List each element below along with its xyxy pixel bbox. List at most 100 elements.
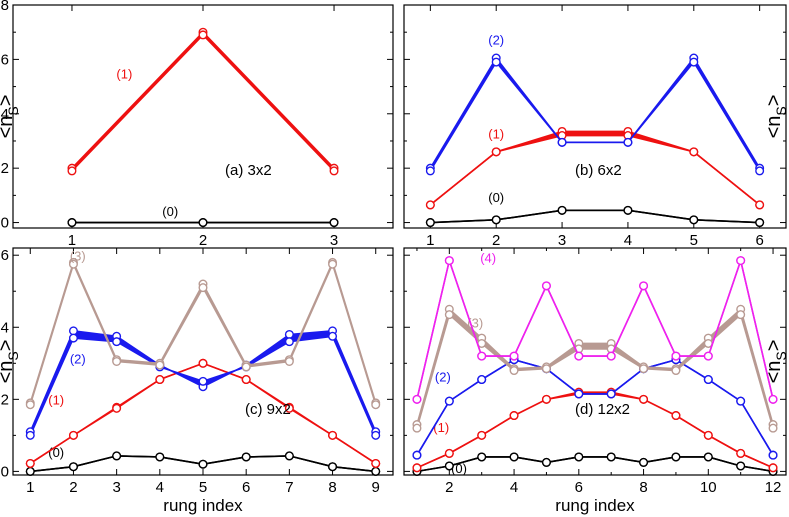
data-point-alt [509, 411, 519, 421]
data-point-alt [736, 396, 746, 406]
data-point-alt [736, 256, 746, 266]
data-point-alt [328, 259, 338, 269]
data-point-alt [241, 452, 251, 462]
data-point-alt [768, 463, 778, 473]
y-tick-label: 0.2 [0, 160, 9, 177]
data-point-alt [155, 452, 165, 462]
panel-c-9x2: 0 0.2 0.4 0.6 1 2 3 4 5 6 7 8 9 rung index <nS> (0) (1) (… [0, 247, 394, 515]
series-1: (1) [25, 358, 381, 468]
series-label: (3) [70, 249, 86, 264]
data-point-alt [736, 310, 746, 320]
data-point-alt [491, 57, 501, 67]
x-tick-label: 4 [624, 232, 632, 249]
data-point-alt [689, 215, 699, 225]
panel-b-6x2: 00.20.40.60.8123456<nS>(0)(1)(2)(b) 6x2 [403, 4, 789, 249]
x-tick-label: 3 [112, 479, 120, 496]
data-point-alt [477, 452, 487, 462]
series-4: (4) [412, 250, 778, 404]
series-0: (0) [425, 190, 765, 228]
series-label: (2) [488, 32, 504, 47]
x-tick-label: 6 [575, 479, 583, 496]
x-tick-label: 3 [330, 232, 338, 249]
series-band [416, 456, 774, 472]
data-point-alt [155, 360, 165, 370]
data-point-alt [606, 389, 616, 399]
data-point-alt [328, 462, 338, 472]
data-point-alt [25, 400, 35, 410]
data-point-alt [623, 205, 633, 215]
data-point-alt [541, 281, 551, 291]
y-tick-label: 0.4 [0, 319, 9, 336]
data-point-alt [198, 358, 208, 368]
x-tick-label: 9 [372, 479, 380, 496]
data-point-alt [444, 310, 454, 320]
series-band [71, 32, 335, 171]
data-point-alt [112, 451, 122, 461]
x-tick-label: 10 [700, 479, 717, 496]
panel-label: (d) 12x2 [575, 401, 630, 418]
series-label: (1) [116, 66, 132, 81]
x-tick-label: 1 [26, 479, 34, 496]
x-tick-label: 4 [510, 479, 518, 496]
data-point-alt [703, 375, 713, 385]
plot-frame [403, 4, 787, 229]
data-point-alt [639, 394, 649, 404]
data-point-alt [412, 394, 422, 404]
data-point-alt [509, 366, 519, 376]
series-2: (2) [25, 326, 381, 440]
data-point-alt [328, 331, 338, 341]
data-point-alt [371, 466, 381, 476]
data-point-alt [67, 218, 77, 228]
data-point-alt [509, 452, 519, 462]
x-tick-label: 1 [426, 232, 434, 249]
series-line-alt [430, 209, 760, 224]
data-point-alt [112, 357, 122, 367]
x-tick-label: 7 [285, 479, 293, 496]
data-point-alt [328, 430, 338, 440]
series-2: (2) [425, 32, 765, 176]
data-point-alt [112, 403, 122, 413]
x-tick-label: 3 [558, 232, 566, 249]
data-point-alt [329, 166, 339, 176]
data-point-alt [703, 430, 713, 440]
data-point-alt [491, 215, 501, 225]
series-line [71, 31, 335, 169]
data-point-alt [444, 256, 454, 266]
data-point-alt [371, 400, 381, 410]
data-point-alt [412, 423, 422, 433]
series-line-alt [416, 456, 774, 473]
data-point-alt [444, 448, 454, 458]
data-point-alt [284, 337, 294, 347]
data-point-alt [703, 351, 713, 361]
panel-label: (b) 6x2 [575, 162, 622, 179]
panel-label: (c) 9x2 [245, 401, 291, 418]
data-point-alt [112, 337, 122, 347]
data-point-alt [198, 283, 208, 293]
data-point-alt [425, 200, 435, 210]
data-point-alt [68, 462, 78, 472]
series-line-alt [429, 60, 761, 172]
x-tick-label: 8 [639, 479, 647, 496]
data-point-alt [371, 430, 381, 440]
series-label: (0) [451, 461, 467, 476]
data-point-alt [689, 147, 699, 157]
y-tick-label: 0.6 [0, 247, 9, 264]
data-point-alt [703, 452, 713, 462]
data-point-alt [477, 375, 487, 385]
data-point-alt [689, 57, 699, 67]
y-axis-title: <nS> [0, 340, 21, 384]
data-point-alt [574, 452, 584, 462]
data-point-alt [639, 364, 649, 374]
series-line [429, 56, 761, 169]
data-point-alt [736, 448, 746, 458]
data-point-alt [68, 333, 78, 343]
data-point-alt [198, 218, 208, 228]
series-1: (1) [67, 27, 339, 176]
data-point-alt [755, 218, 765, 228]
x-tick-label: 4 [156, 479, 164, 496]
data-point-alt [155, 375, 165, 385]
data-point-alt [25, 466, 35, 476]
x-tick-label: 2 [492, 232, 500, 249]
data-point-alt [241, 362, 251, 372]
